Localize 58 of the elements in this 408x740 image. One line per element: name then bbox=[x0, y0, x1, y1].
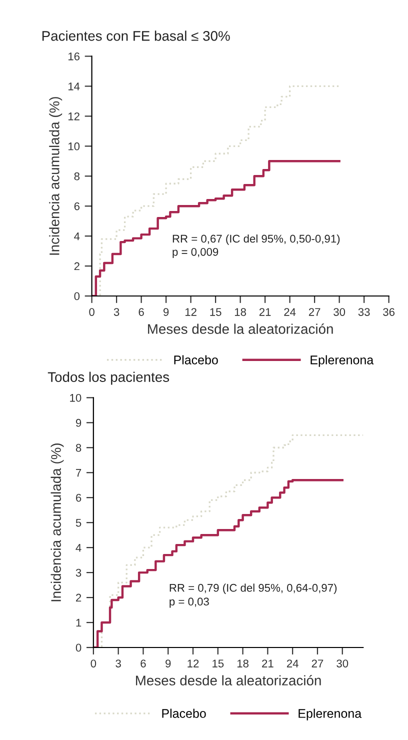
x-tick-label: 18 bbox=[237, 660, 248, 668]
y-tick-label: 4 bbox=[76, 544, 82, 552]
y-tick-label: 5 bbox=[76, 518, 82, 527]
x-tick-label: 0 bbox=[90, 660, 96, 668]
y-tick-label: 10 bbox=[70, 394, 82, 402]
y-tick-label: 0 bbox=[74, 292, 80, 300]
x-tick-label: 9 bbox=[163, 308, 169, 316]
y-tick-label: 3 bbox=[76, 568, 82, 577]
x-axis-title: Meses desde la aleatorización bbox=[148, 324, 333, 334]
y-tick-label: 1 bbox=[76, 618, 82, 627]
chart-title: Todos los pacientes bbox=[48, 372, 170, 385]
x-tick-label: 33 bbox=[358, 308, 370, 316]
x-tick-label: 6 bbox=[140, 660, 146, 668]
legend-label: Eplerenona bbox=[298, 708, 362, 720]
y-tick-label: 10 bbox=[68, 142, 80, 150]
x-tick-label: 9 bbox=[166, 660, 171, 668]
x-tick-label: 30 bbox=[336, 660, 348, 668]
y-axis-title: Incidencia acumulada (%) bbox=[49, 97, 62, 255]
y-tick-label: 16 bbox=[68, 52, 80, 60]
annotation: RR = 0,79 (IC del 95%, 0,64-0,97) bbox=[170, 584, 337, 594]
x-tick-label: 6 bbox=[138, 308, 144, 316]
x-tick-label: 12 bbox=[188, 660, 199, 668]
legend-label: Eplerenona bbox=[310, 355, 374, 367]
y-tick-label: 12 bbox=[68, 112, 80, 120]
x-tick-label: 18 bbox=[234, 308, 246, 316]
y-axis-title: Incidencia acumulada (%) bbox=[50, 444, 64, 602]
annotation: p = 0,03 bbox=[170, 598, 209, 608]
x-tick-label: 30 bbox=[334, 308, 346, 316]
y-tick-label: 14 bbox=[68, 82, 80, 90]
y-tick-label: 2 bbox=[74, 262, 80, 270]
annotation: p = 0,009 bbox=[172, 248, 218, 258]
x-tick-label: 15 bbox=[210, 308, 222, 316]
x-tick-label: 27 bbox=[308, 308, 320, 316]
chart-title: Pacientes con FE basal ≤ 30% bbox=[42, 30, 230, 41]
x-tick-label: 27 bbox=[312, 660, 324, 668]
y-tick-label: 6 bbox=[76, 494, 82, 502]
x-tick-label: 24 bbox=[284, 308, 296, 316]
x-tick-label: 12 bbox=[185, 308, 196, 316]
x-tick-label: 21 bbox=[259, 308, 271, 316]
y-tick-label: 4 bbox=[74, 232, 80, 240]
x-axis-title: Meses desde la aleatorización bbox=[136, 675, 321, 686]
y-tick-label: 8 bbox=[74, 172, 80, 180]
x-tick-label: 3 bbox=[114, 308, 120, 316]
x-tick-label: 36 bbox=[383, 308, 395, 316]
x-tick-label: 15 bbox=[212, 660, 224, 668]
y-tick-label: 7 bbox=[76, 469, 82, 477]
legend-label: Placebo bbox=[162, 708, 206, 718]
y-tick-label: 9 bbox=[76, 418, 82, 427]
x-tick-label: 21 bbox=[262, 660, 274, 668]
x-tick-label: 24 bbox=[286, 660, 298, 668]
y-tick-label: 6 bbox=[74, 202, 80, 210]
y-tick-label: 8 bbox=[76, 444, 82, 452]
legend-label: Placebo bbox=[174, 355, 218, 364]
annotation: RR = 0,67 (IC del 95%, 0,50-0,91) bbox=[172, 234, 340, 245]
x-tick-label: 0 bbox=[89, 308, 94, 316]
x-tick-label: 3 bbox=[116, 660, 121, 668]
y-tick-label: 0 bbox=[76, 644, 82, 652]
y-tick-label: 2 bbox=[76, 594, 82, 602]
